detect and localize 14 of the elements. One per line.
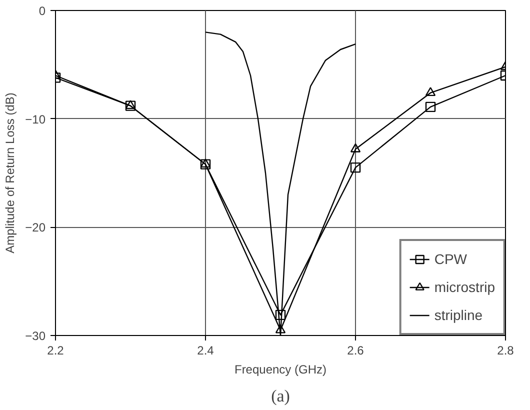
y-tick-label: −10 bbox=[25, 112, 46, 126]
x-tick-label: 2.4 bbox=[197, 344, 214, 358]
y-axis-title: Amplitude of Return Loss (dB) bbox=[3, 92, 18, 254]
y-tick-label: −30 bbox=[25, 329, 46, 343]
legend-label: CPW bbox=[434, 251, 467, 267]
x-tick-label: 2.6 bbox=[347, 344, 364, 358]
y-tick-label: 0 bbox=[38, 4, 46, 18]
x-axis-title: Frequency (GHz) bbox=[234, 362, 327, 376]
y-tick-label: −20 bbox=[25, 220, 46, 235]
text: (a) bbox=[271, 386, 290, 406]
legend-label: stripline bbox=[434, 307, 483, 323]
x-tick-label: 2.2 bbox=[47, 344, 64, 358]
x-tick-label: 2.8 bbox=[497, 344, 514, 358]
legend-label: microstrip bbox=[434, 279, 495, 295]
